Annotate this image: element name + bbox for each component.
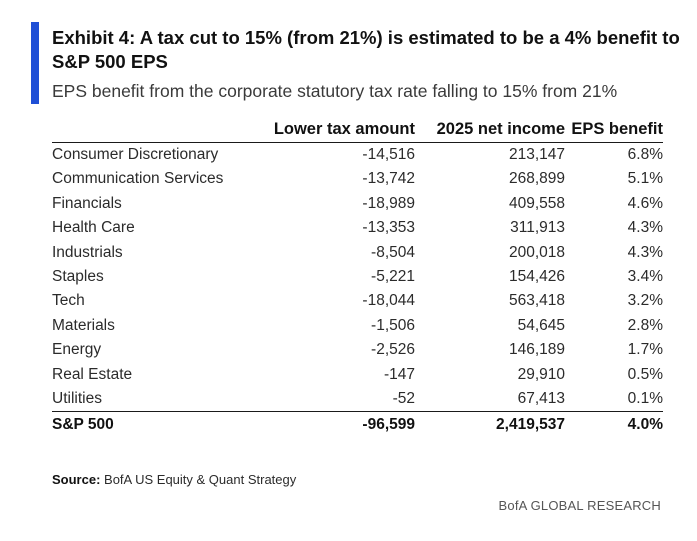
cell-net-income: 200,018: [508, 243, 565, 261]
cell-lower-tax-amount: -13,742: [362, 170, 415, 188]
cell-net-income: 563,418: [508, 292, 565, 310]
cell-sector: Financials: [52, 194, 122, 212]
cell-net-income: 311,913: [510, 219, 565, 237]
table-total-row: S&P 500 -96,599 2,419,537 4.0%: [52, 411, 663, 439]
header-eps-benefit: EPS benefit: [565, 118, 663, 143]
cell-eps-benefit: 6.8%: [627, 146, 663, 163]
cell-net-income: 67,413: [517, 390, 565, 408]
table-row: Health Care -13,353 311,913 4.3%: [52, 216, 663, 240]
cell-eps-benefit: 4.6%: [627, 194, 663, 212]
total-lower-tax-amount: -96,599: [242, 411, 415, 439]
cell-net-income: 409,558: [508, 194, 565, 212]
cell-eps-benefit: 4.3%: [627, 219, 663, 237]
cell-sector: Tech: [52, 292, 85, 310]
cell-sector: Communication Services: [52, 170, 224, 188]
cell-net-income: 29,910: [517, 365, 565, 383]
table-row: Materials -1,506 54,645 2.8%: [52, 314, 663, 338]
cell-sector: Consumer Discretionary: [52, 146, 219, 163]
cell-eps-benefit: 5.1%: [627, 170, 663, 188]
cell-sector: Industrials: [52, 243, 123, 261]
table-row: Communication Services -13,742 268,899 5.1%: [52, 167, 663, 191]
cell-lower-tax-amount: -5,221: [371, 268, 415, 286]
table-row: Energy -2,526 146,189 1.7%: [52, 338, 663, 362]
cell-lower-tax-amount: -1,506: [371, 316, 415, 334]
exhibit-title: Exhibit 4: A tax cut to 15% (from 21%) i…: [52, 27, 680, 72]
cell-eps-benefit: 3.4%: [627, 268, 663, 286]
cell-eps-benefit: 1.7%: [627, 341, 663, 359]
header-net-income: 2025 net income: [415, 118, 565, 143]
cell-sector: Real Estate: [52, 365, 133, 383]
cell-sector: Staples: [52, 268, 104, 286]
cell-eps-benefit: 3.2%: [627, 292, 663, 310]
table-body: Consumer Discretionary -14,516 213,147 6.8%…: [52, 143, 663, 412]
cell-eps-benefit: 0.5%: [627, 365, 663, 383]
cell-net-income: 268,899: [508, 170, 565, 188]
cell-lower-tax-amount: -8,504: [371, 243, 415, 261]
total-net-income: 2,419,537: [415, 411, 565, 439]
cell-lower-tax-amount: -18,989: [362, 194, 415, 212]
cell-sector: Utilities: [52, 390, 102, 408]
header-sector: [52, 118, 242, 143]
cell-lower-tax-amount: -2,526: [371, 341, 415, 359]
brand-footer: BofA GLOBAL RESEARCH: [498, 498, 661, 513]
cell-lower-tax-amount: -18,044: [362, 292, 415, 310]
title-accent-bar: [31, 22, 39, 104]
cell-sector: Energy: [52, 341, 102, 359]
table-row: Real Estate -147 29,910 0.5%: [52, 363, 663, 387]
exhibit-subtitle: EPS benefit from the corporate statutory…: [52, 81, 618, 101]
total-eps-benefit: 4.0%: [565, 411, 663, 439]
cell-net-income: 146,189: [508, 341, 565, 359]
cell-lower-tax-amount: -13,353: [362, 219, 415, 237]
source-label: Source:: [52, 472, 101, 487]
source-text: BofA US Equity & Quant Strategy: [104, 472, 297, 487]
cell-lower-tax-amount: -14,516: [362, 146, 415, 163]
source-note: Source: BofA US Equity & Quant Strategy: [52, 472, 296, 487]
cell-lower-tax-amount: -147: [383, 365, 415, 383]
table-header-row: Lower tax amount 2025 net income EPS ben…: [52, 118, 663, 143]
cell-sector: Health Care: [52, 219, 135, 237]
table-row: Tech -18,044 563,418 3.2%: [52, 289, 663, 313]
cell-sector: Materials: [52, 316, 115, 334]
cell-net-income: 154,426: [508, 268, 565, 286]
table-row: Utilities -52 67,413 0.1%: [52, 387, 663, 412]
cell-lower-tax-amount: -52: [392, 390, 415, 408]
table-row: Consumer Discretionary -14,516 213,147 6.8%: [52, 143, 663, 168]
total-sector: S&P 500: [52, 411, 242, 439]
header-lower-tax-amount: Lower tax amount: [242, 118, 415, 143]
table-row: Financials -18,989 409,558 4.6%: [52, 192, 663, 216]
table-row: Staples -5,221 154,426 3.4%: [52, 265, 663, 289]
table-row: Industrials -8,504 200,018 4.3%: [52, 241, 663, 265]
cell-net-income: 54,645: [517, 316, 565, 334]
cell-eps-benefit: 0.1%: [627, 390, 663, 408]
eps-benefit-table: Lower tax amount 2025 net income EPS ben…: [52, 118, 663, 439]
cell-net-income: 213,147: [508, 146, 565, 163]
cell-eps-benefit: 4.3%: [627, 243, 663, 261]
cell-eps-benefit: 2.8%: [627, 316, 663, 334]
